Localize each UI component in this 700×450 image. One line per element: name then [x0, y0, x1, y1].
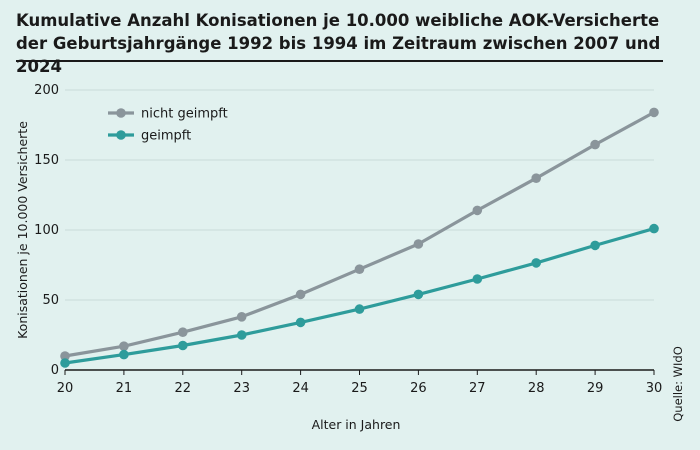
data-point-nicht-geimpft [590, 139, 600, 150]
data-point-geimpft [236, 330, 247, 340]
data-point-nicht-geimpft [295, 289, 306, 300]
chart-title: Kumulative Anzahl Konisationen je 10.000… [16, 11, 661, 76]
y-tick-label: 150 [34, 153, 59, 168]
data-point-geimpft [472, 274, 483, 284]
x-tick-label: 23 [233, 381, 250, 396]
data-point-nicht-geimpft [236, 312, 247, 322]
y-tick-label: 100 [34, 223, 59, 238]
data-point-nicht-geimpft [413, 239, 424, 249]
source-note: Quelle: WIdO [671, 346, 685, 422]
data-point-geimpft [531, 258, 541, 268]
data-point-nicht-geimpft [649, 107, 659, 118]
data-point-geimpft [178, 340, 188, 351]
data-point-geimpft [354, 304, 365, 314]
x-tick-label: 28 [528, 381, 545, 396]
y-tick-label: 200 [34, 83, 59, 98]
data-point-geimpft [413, 289, 424, 300]
data-point-nicht-geimpft [472, 205, 483, 216]
y-tick-label: 50 [42, 293, 59, 308]
x-tick-label: 22 [175, 381, 192, 396]
legend-label-geimpft: geimpft [141, 129, 191, 144]
title-divider [16, 60, 663, 62]
y-axis-label: Konisationen je 10.000 Versicherte [15, 121, 30, 339]
series-line-nicht-geimpft [64, 110, 655, 358]
x-tick-label: 26 [410, 381, 427, 396]
data-point-nicht-geimpft [60, 351, 70, 361]
legend-marker-nicht-geimpft [116, 108, 126, 118]
y-tick-label: 0 [51, 363, 59, 378]
x-tick-label: 21 [116, 381, 133, 396]
data-point-nicht-geimpft [354, 264, 365, 275]
data-point-nicht-geimpft [178, 327, 188, 338]
x-tick-label: 20 [57, 381, 74, 396]
x-tick-label: 29 [587, 381, 604, 396]
legend-label-nicht-geimpft: nicht geimpft [141, 107, 228, 122]
x-tick-label: 30 [646, 381, 663, 396]
data-point-geimpft [649, 223, 659, 234]
x-tick-label: 24 [292, 381, 309, 396]
data-point-nicht-geimpft [119, 341, 129, 352]
x-tick-label: 25 [351, 381, 368, 396]
data-point-geimpft [119, 349, 129, 360]
data-point-geimpft [590, 240, 600, 251]
data-point-geimpft [295, 317, 306, 328]
series-line-geimpft [64, 227, 655, 365]
data-point-nicht-geimpft [531, 173, 541, 183]
x-axis-label: Alter in Jahren [312, 417, 401, 432]
x-tick-label: 27 [469, 381, 486, 396]
data-point-geimpft [60, 358, 70, 368]
legend-marker-geimpft [116, 130, 126, 140]
